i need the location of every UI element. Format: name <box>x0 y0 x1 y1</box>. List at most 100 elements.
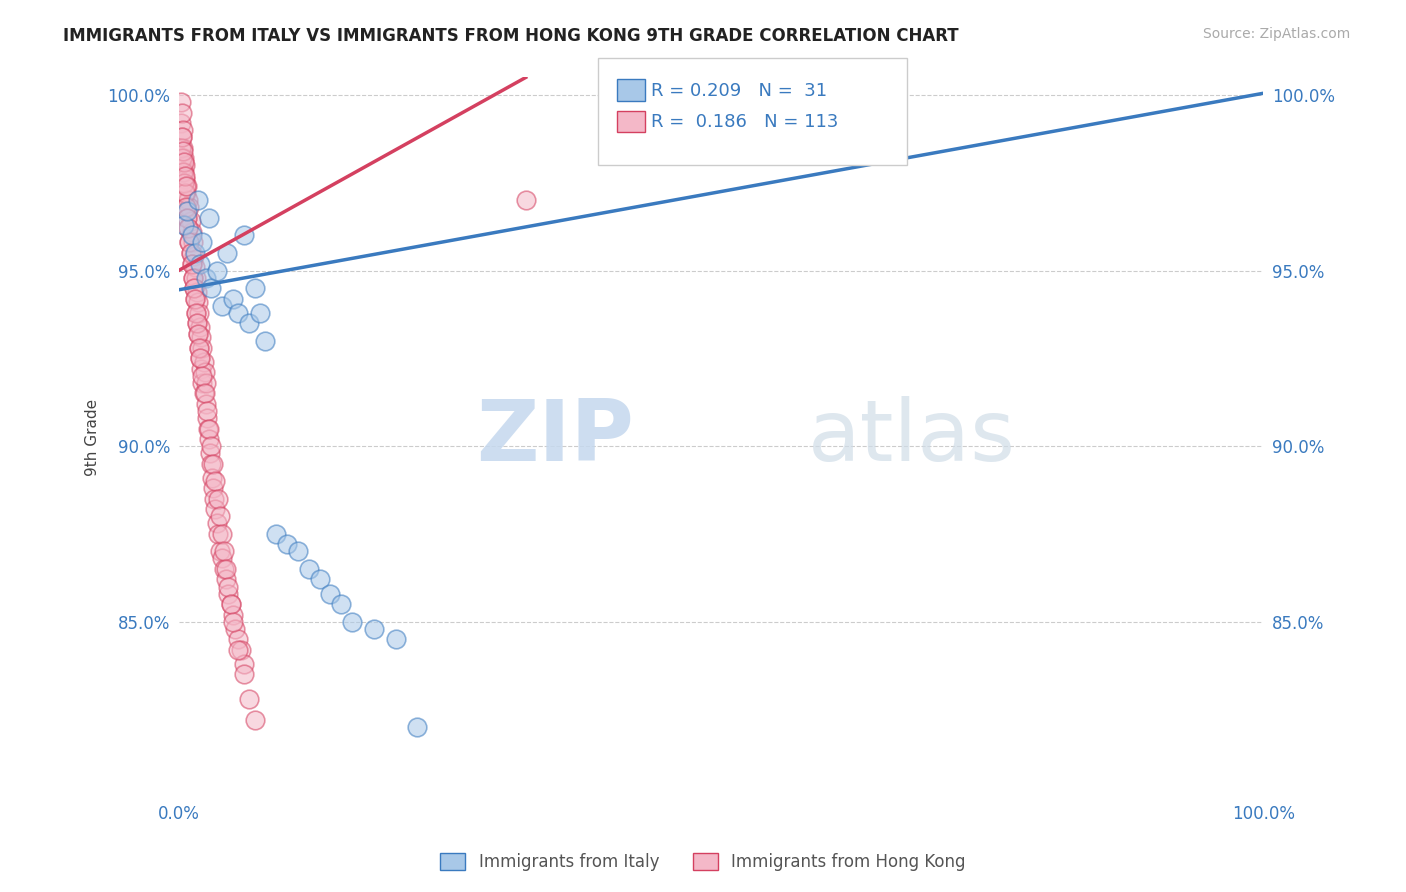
Point <box>170 130 193 145</box>
Point <box>340 615 363 629</box>
Point <box>215 573 238 587</box>
Point <box>174 200 197 214</box>
Point <box>186 316 208 330</box>
Point <box>173 154 195 169</box>
Point <box>183 281 205 295</box>
Point <box>238 316 260 330</box>
Point <box>222 615 245 629</box>
Point <box>174 158 197 172</box>
Point <box>298 562 321 576</box>
Point <box>226 632 249 647</box>
Point <box>187 194 209 208</box>
Text: atlas: atlas <box>808 396 1015 479</box>
Point <box>174 186 197 201</box>
Point <box>188 256 211 270</box>
Point <box>184 292 207 306</box>
Point <box>215 562 238 576</box>
Point <box>515 194 537 208</box>
Point <box>211 551 233 566</box>
Text: R = 0.209   N =  31: R = 0.209 N = 31 <box>651 82 827 100</box>
Point <box>194 376 217 390</box>
Point <box>224 622 246 636</box>
Point <box>180 256 202 270</box>
Point <box>195 404 218 418</box>
Point <box>179 235 201 250</box>
Point <box>174 169 197 183</box>
Point <box>200 457 222 471</box>
Point <box>184 246 207 260</box>
Point <box>330 597 353 611</box>
Point <box>232 667 254 681</box>
Point <box>198 446 221 460</box>
Y-axis label: 9th Grade: 9th Grade <box>86 399 100 475</box>
Point <box>190 330 212 344</box>
Point <box>191 235 214 250</box>
Point <box>254 334 277 348</box>
Point <box>222 292 245 306</box>
Legend: Immigrants from Italy, Immigrants from Hong Kong: Immigrants from Italy, Immigrants from H… <box>432 845 974 880</box>
Point <box>384 632 406 647</box>
Point <box>181 235 204 250</box>
Point <box>194 397 217 411</box>
Point <box>172 123 194 137</box>
Text: ZIP: ZIP <box>477 396 634 479</box>
Point <box>184 270 207 285</box>
Point <box>186 316 208 330</box>
Point <box>174 179 197 194</box>
Point <box>173 176 195 190</box>
Point <box>201 471 224 485</box>
Point <box>232 657 254 671</box>
Point <box>174 186 197 201</box>
Point <box>184 292 207 306</box>
Point <box>193 355 215 369</box>
Point <box>173 165 195 179</box>
Point <box>188 306 211 320</box>
Point <box>198 421 221 435</box>
Point <box>176 179 198 194</box>
Point <box>174 172 197 186</box>
Point <box>177 194 200 208</box>
Point <box>217 246 239 260</box>
Point <box>238 691 260 706</box>
Text: Source: ZipAtlas.com: Source: ZipAtlas.com <box>1202 27 1350 41</box>
Point <box>179 235 201 250</box>
Point <box>208 509 231 524</box>
Point <box>172 165 194 179</box>
Point <box>186 285 208 299</box>
Point <box>181 270 204 285</box>
Point <box>308 573 330 587</box>
Point <box>179 246 201 260</box>
Point <box>287 544 309 558</box>
Point <box>173 218 195 232</box>
Point <box>176 211 198 225</box>
Point <box>170 130 193 145</box>
Point <box>218 586 240 600</box>
Point <box>170 95 193 109</box>
Point <box>205 263 228 277</box>
Point <box>188 341 211 355</box>
Point <box>197 421 219 435</box>
Point <box>202 457 225 471</box>
Point <box>243 281 266 295</box>
Point <box>187 295 209 310</box>
Point <box>179 200 201 214</box>
Point <box>231 642 253 657</box>
Point <box>198 211 221 225</box>
Point <box>218 580 240 594</box>
Point <box>183 250 205 264</box>
Point <box>211 526 233 541</box>
Point <box>180 225 202 239</box>
Point <box>198 432 221 446</box>
Point <box>173 176 195 190</box>
Point <box>249 306 271 320</box>
Point <box>226 642 249 657</box>
Point <box>226 306 249 320</box>
Point <box>174 200 197 214</box>
Point <box>194 386 217 401</box>
Point <box>232 228 254 243</box>
Point <box>208 544 231 558</box>
Point <box>276 537 298 551</box>
Point <box>179 246 201 260</box>
Point <box>177 221 200 235</box>
Point <box>193 386 215 401</box>
